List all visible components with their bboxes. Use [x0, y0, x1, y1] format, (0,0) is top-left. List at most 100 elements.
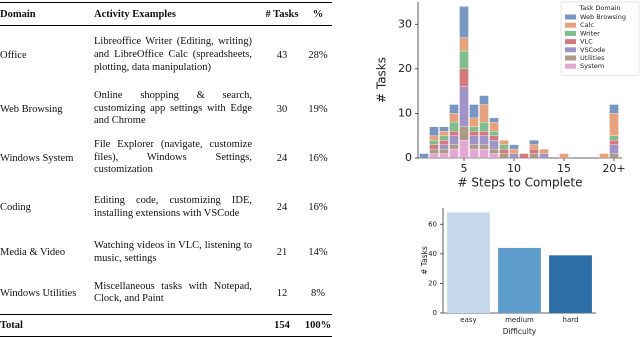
legend-label: System [580, 62, 604, 70]
bar-segment [539, 148, 549, 154]
x-tick-label: 10 [507, 162, 521, 175]
bar-segment [509, 148, 519, 154]
bar-segment [479, 104, 489, 123]
bar-segment [539, 153, 549, 159]
total-tasks: 154 [260, 314, 304, 337]
y-tick-label: 0 [405, 151, 412, 164]
bar-segment [609, 104, 619, 114]
bar-segment [439, 126, 449, 132]
y-axis-label: # Tasks [420, 246, 429, 275]
bar-segment [559, 153, 569, 159]
bar-segment [429, 140, 439, 145]
bar-segment [479, 144, 489, 150]
x-tick-label: easy [460, 316, 476, 324]
bar [498, 247, 541, 313]
bar-segment [499, 144, 509, 150]
legend-box [560, 1, 640, 76]
bar-segment [509, 153, 519, 159]
bar-segment [489, 117, 499, 123]
bar-segment [429, 126, 439, 136]
total-row: Total 154 100% [0, 314, 332, 337]
bar-segment [529, 144, 539, 150]
table-cell: 43 [276, 49, 288, 61]
legend-swatch [565, 39, 576, 45]
header-cell: % [304, 2, 332, 26]
bar-segment [499, 140, 509, 145]
bar-segment [449, 122, 459, 132]
y-tick-label: 20 [398, 62, 412, 75]
legend-title: Task Domain [578, 4, 620, 12]
y-tick-label: 60 [428, 220, 437, 228]
table-cell: 19% [308, 103, 328, 115]
x-axis-label: # Steps to Complete [458, 176, 583, 190]
bar-segment [429, 135, 439, 141]
table-cell: Media & Video [0, 247, 66, 258]
bar-segment [489, 131, 499, 136]
bar-segment [479, 95, 489, 105]
x-tick-label: 20+ [602, 162, 625, 175]
table-cell: 28% [308, 49, 328, 61]
bar-segment [609, 144, 619, 154]
legend-label: Utilities [580, 54, 605, 62]
bar-segment [449, 104, 459, 114]
bar [549, 255, 592, 313]
bar-segment [489, 122, 499, 132]
legend-swatch [565, 14, 576, 20]
y-tick-label: 30 [398, 17, 412, 30]
bar-segment [469, 135, 479, 145]
bar-segment [469, 148, 479, 159]
table-row: Windows System File Explorer (navigate, c… [0, 134, 332, 183]
bar-segment [489, 148, 499, 154]
bar-segment [519, 153, 529, 159]
table-cell: 24 [276, 152, 288, 164]
total-label: Total [0, 314, 94, 337]
bar-segment [489, 140, 499, 150]
y-tick-label: 40 [428, 250, 437, 258]
legend-swatch [565, 47, 576, 53]
legend-label: VSCode [580, 46, 605, 54]
bar-segment [489, 153, 499, 159]
table-row: Coding Editing code, customizing IDE, ins… [0, 183, 332, 233]
x-tick-label: 15 [557, 162, 571, 175]
bar-segment [439, 153, 449, 159]
bar-segment [449, 135, 459, 145]
table-row: Web Browsing Online shopping & search, cu… [0, 85, 332, 134]
table-cell: 30 [276, 103, 288, 115]
bar-segment [449, 144, 459, 150]
bar-segment [439, 144, 449, 150]
bar-segment [469, 126, 479, 132]
bar-segment [429, 144, 439, 150]
table-row: Media & Video Watching videos in VLC, lis… [0, 233, 332, 273]
table-cell: 16% [308, 202, 328, 213]
x-tick-label: medium [505, 316, 534, 324]
table-cell [94, 314, 260, 337]
activity-cell: Watching videos in VLC, listening to mus… [94, 239, 252, 264]
header-cell: Domain [0, 2, 94, 26]
legend-label: Calc [580, 21, 594, 29]
bar-segment [479, 131, 489, 136]
bar-segment [439, 140, 449, 145]
bar-segment [469, 104, 479, 119]
table-cell: Coding [0, 202, 31, 213]
y-axis-label: # Tasks [375, 57, 389, 103]
bar-segment [419, 153, 429, 159]
table-row: Windows Utilities Miscellaneous tasks wit… [0, 273, 332, 315]
total-percent: 100% [304, 314, 332, 337]
bar-segment [469, 117, 479, 127]
bar-segment [609, 113, 619, 136]
bar-segment [469, 144, 479, 150]
activity-cell: Online shopping & search, customizing ap… [94, 90, 252, 127]
bar-segment [469, 131, 479, 136]
y-tick-label: 0 [433, 309, 437, 317]
bar-segment [499, 148, 509, 154]
legend-swatch [565, 30, 576, 36]
bar-segment [609, 135, 619, 141]
legend-label: VLC [580, 38, 593, 46]
activity-cell: Libreoffice Writer (Editing, writing) an… [94, 36, 252, 73]
bar-segment [449, 148, 459, 159]
table-row: Office Libreoffice Writer (Editing, writi… [0, 26, 332, 85]
charts: 0 10 20 30 5 10 15 20+ # Steps to Complete # Task… [375, 1, 640, 336]
bar-segment [479, 148, 489, 159]
legend-swatch [565, 55, 576, 61]
